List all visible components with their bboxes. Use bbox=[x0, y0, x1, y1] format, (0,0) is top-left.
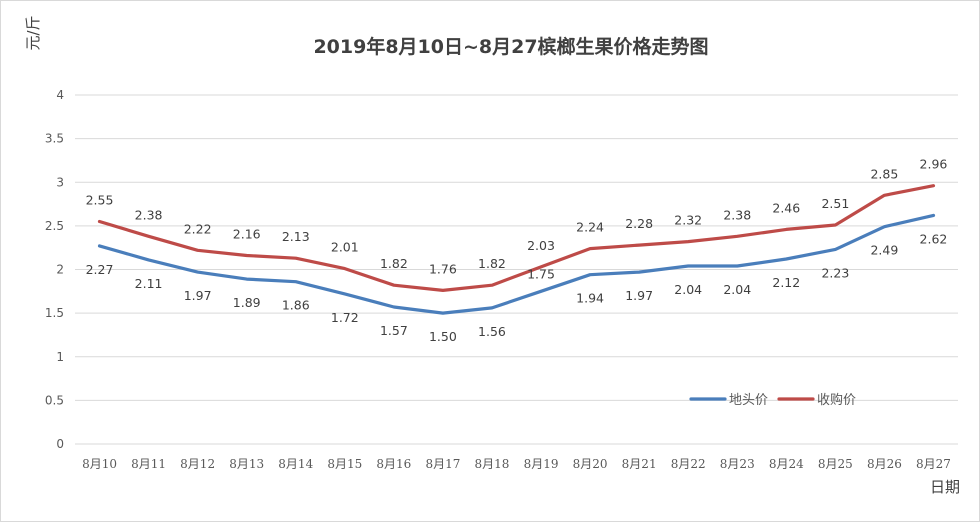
data-label: 2.49 bbox=[870, 243, 898, 258]
data-label: 1.89 bbox=[233, 295, 261, 310]
data-label: 2.32 bbox=[674, 213, 702, 228]
x-tick-label: 8月18 bbox=[475, 457, 510, 471]
data-label: 2.04 bbox=[674, 282, 702, 297]
data-label: 2.01 bbox=[331, 240, 359, 255]
data-label: 1.86 bbox=[282, 298, 310, 313]
y-tick-label: 4 bbox=[56, 88, 64, 102]
y-tick-label: 1 bbox=[56, 350, 64, 364]
x-tick-label: 8月26 bbox=[867, 457, 902, 471]
x-tick-label: 8月25 bbox=[818, 457, 853, 471]
y-tick-label: 3.5 bbox=[45, 132, 64, 146]
data-label: 1.82 bbox=[478, 256, 506, 271]
legend-label: 收购价 bbox=[817, 392, 856, 408]
data-label: 2.04 bbox=[723, 282, 751, 297]
data-labels: 2.27 2.11 1.97 1.89 1.86 1.72 1.57 1.50 1.56 1.75… bbox=[86, 157, 948, 344]
x-axis-ticks: 8月10 8月11 8月12 8月13 8月14 8月15 8月16 8月17 8月18 8月19… bbox=[82, 457, 951, 471]
x-tick-label: 8月12 bbox=[180, 457, 215, 471]
data-label: 2.28 bbox=[625, 216, 653, 231]
x-tick-label: 8月11 bbox=[131, 457, 166, 471]
x-tick-label: 8月24 bbox=[769, 457, 804, 471]
x-tick-label: 8月23 bbox=[720, 457, 755, 471]
x-tick-label: 8月14 bbox=[278, 457, 313, 471]
series-line-0 bbox=[97, 213, 936, 315]
x-tick-label: 8月16 bbox=[376, 457, 411, 471]
data-label: 2.62 bbox=[920, 231, 948, 246]
data-label: 2.22 bbox=[184, 221, 212, 236]
legend: 地头价 收购价 bbox=[689, 392, 856, 408]
x-tick-label: 8月20 bbox=[573, 457, 608, 471]
data-label: 2.03 bbox=[527, 238, 555, 253]
x-tick-label: 8月17 bbox=[425, 457, 460, 471]
y-axis-label: 元/斤 bbox=[24, 15, 42, 50]
data-label: 2.24 bbox=[576, 220, 604, 235]
x-tick-label: 8月22 bbox=[671, 457, 706, 471]
series-lines bbox=[97, 184, 936, 315]
data-label: 2.27 bbox=[86, 262, 114, 277]
data-label: 1.56 bbox=[478, 324, 506, 339]
x-tick-label: 8月21 bbox=[622, 457, 657, 471]
data-label: 1.97 bbox=[625, 288, 653, 303]
data-label: 2.55 bbox=[86, 193, 114, 208]
grid-lines bbox=[75, 94, 958, 445]
x-axis-label: 日期 bbox=[930, 478, 960, 496]
x-tick-label: 8月15 bbox=[327, 457, 362, 471]
x-tick-label: 8月13 bbox=[229, 457, 264, 471]
y-axis-ticks: 0 0.5 1 1.5 2 2.5 3 3.5 4 bbox=[45, 88, 64, 451]
data-label: 2.13 bbox=[282, 229, 310, 244]
data-label: 2.12 bbox=[772, 275, 800, 290]
x-tick-label: 8月10 bbox=[82, 457, 117, 471]
x-tick-label: 8月19 bbox=[524, 457, 559, 471]
y-tick-label: 0 bbox=[56, 437, 64, 451]
y-tick-label: 0.5 bbox=[45, 393, 64, 407]
y-tick-label: 2.5 bbox=[45, 219, 64, 233]
data-label: 2.16 bbox=[233, 227, 261, 242]
data-label: 1.75 bbox=[527, 266, 555, 281]
data-label: 2.38 bbox=[723, 207, 751, 222]
data-label: 1.72 bbox=[331, 310, 359, 325]
chart-title: 2019年8月10日~8月27槟榔生果价格走势图 bbox=[313, 35, 708, 58]
y-tick-label: 2 bbox=[56, 263, 64, 277]
data-label: 2.38 bbox=[135, 207, 163, 222]
data-label: 1.50 bbox=[429, 329, 457, 344]
y-tick-label: 1.5 bbox=[45, 306, 64, 320]
data-label: 1.57 bbox=[380, 323, 408, 338]
legend-label: 地头价 bbox=[729, 393, 768, 408]
y-tick-label: 3 bbox=[56, 175, 64, 189]
data-label: 1.94 bbox=[576, 291, 604, 306]
data-label: 2.46 bbox=[772, 200, 800, 215]
data-label: 2.96 bbox=[920, 157, 948, 172]
data-label: 1.76 bbox=[429, 261, 457, 276]
data-label: 2.85 bbox=[870, 166, 898, 181]
data-label: 1.97 bbox=[184, 288, 212, 303]
series-line-1 bbox=[97, 184, 936, 292]
data-label: 2.51 bbox=[821, 196, 849, 211]
data-label: 2.23 bbox=[821, 265, 849, 280]
data-label: 2.11 bbox=[135, 276, 163, 291]
x-tick-label: 8月27 bbox=[916, 457, 951, 471]
data-label: 1.82 bbox=[380, 256, 408, 271]
